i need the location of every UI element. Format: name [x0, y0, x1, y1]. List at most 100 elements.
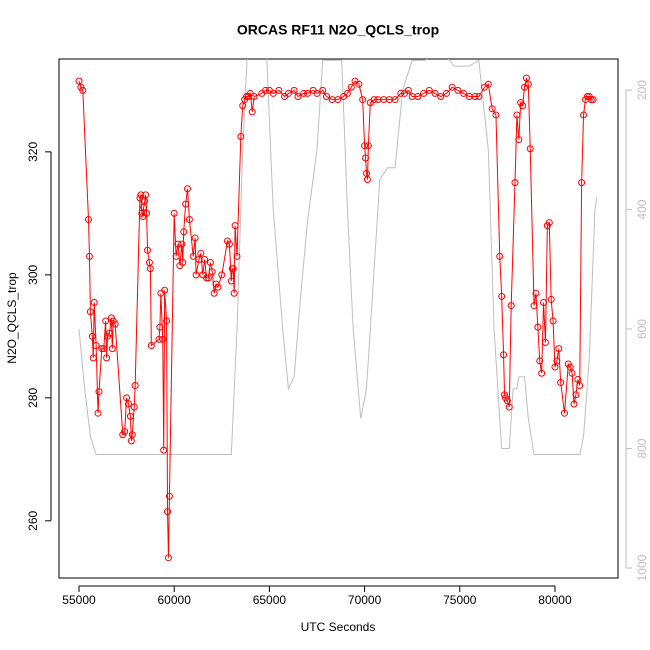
plot-area	[75, 59, 598, 562]
data-point	[85, 252, 93, 260]
data-point	[572, 391, 580, 399]
data-point	[204, 274, 212, 282]
data-point	[555, 345, 563, 353]
data-point	[88, 332, 96, 340]
data-point	[126, 412, 134, 420]
data-point	[437, 93, 445, 101]
data-point	[284, 89, 292, 97]
series-line	[78, 77, 594, 558]
data-point	[203, 274, 211, 282]
data-point	[86, 308, 94, 316]
data-point	[484, 80, 492, 88]
data-point	[98, 345, 106, 353]
data-point	[355, 80, 363, 88]
data-point	[496, 252, 504, 260]
data-point	[225, 240, 233, 248]
data-point	[94, 409, 102, 417]
data-point	[229, 265, 237, 273]
data-point	[189, 252, 197, 260]
data-point	[164, 554, 172, 562]
data-point	[248, 108, 256, 116]
data-point	[547, 295, 555, 303]
data-point	[210, 289, 218, 297]
data-point	[130, 403, 138, 411]
data-point	[397, 89, 405, 97]
data-point	[182, 200, 190, 208]
data-point	[178, 240, 186, 248]
data-point	[100, 345, 108, 353]
data-point	[507, 302, 515, 310]
data-point	[197, 249, 205, 257]
data-point	[165, 492, 173, 500]
data-point	[503, 397, 511, 405]
y-tick-label: 260	[26, 510, 40, 530]
data-point	[218, 271, 226, 279]
data-point	[208, 268, 216, 276]
data-point	[471, 93, 479, 101]
data-point	[227, 277, 235, 285]
y2-tick-label: 200	[635, 80, 649, 100]
data-point	[192, 271, 200, 279]
y-tick-label: 300	[26, 265, 40, 285]
series-line	[78, 59, 598, 456]
data-point	[144, 246, 152, 254]
data-point	[570, 400, 578, 408]
data-point	[313, 89, 321, 97]
data-point	[124, 400, 132, 408]
y2-tick-label: 400	[635, 199, 649, 219]
data-point	[513, 111, 521, 119]
y-tick-label: 320	[26, 142, 40, 162]
data-point	[143, 209, 151, 217]
data-point	[574, 375, 582, 383]
data-point	[90, 299, 98, 307]
data-point	[363, 176, 371, 184]
y-axis-label: N2O_QCLS_trop	[5, 272, 19, 364]
data-point	[214, 283, 222, 291]
data-point	[164, 508, 172, 516]
data-point	[568, 369, 576, 377]
x-axis-label: UTC Seconds	[301, 620, 376, 634]
data-point	[425, 86, 433, 94]
data-point	[250, 93, 258, 101]
data-point	[549, 317, 557, 325]
data-point	[237, 132, 245, 140]
data-point	[404, 86, 412, 94]
data-point	[545, 219, 553, 227]
data-point	[185, 215, 193, 223]
data-point	[454, 86, 462, 94]
data-point	[172, 252, 180, 260]
x-tick-label: 60000	[158, 593, 192, 607]
data-point	[431, 89, 439, 97]
data-point	[540, 299, 548, 307]
data-point	[170, 209, 178, 217]
data-point	[566, 363, 574, 371]
data-point	[391, 96, 399, 104]
data-point	[138, 209, 146, 217]
data-point	[587, 96, 595, 104]
data-point	[359, 96, 367, 104]
data-point	[505, 403, 513, 411]
y2-tick-label: 1000	[635, 554, 649, 581]
data-point	[323, 93, 331, 101]
data-point	[557, 378, 565, 386]
data-point	[576, 382, 584, 390]
data-point	[442, 89, 450, 97]
data-point	[95, 388, 103, 396]
data-point	[501, 391, 509, 399]
data-point	[334, 96, 342, 104]
data-point	[123, 394, 131, 402]
data-point	[589, 96, 597, 104]
data-point	[534, 323, 542, 331]
y2-tick-label: 600	[635, 319, 649, 339]
data-point	[370, 96, 378, 104]
y-tick-label: 280	[26, 387, 40, 407]
data-point	[541, 338, 549, 346]
data-point	[319, 86, 327, 94]
data-point	[361, 142, 369, 150]
data-point	[538, 369, 546, 377]
data-point	[92, 342, 100, 350]
data-point	[460, 89, 468, 97]
x-tick-label: 80000	[538, 593, 572, 607]
data-point	[536, 357, 544, 365]
